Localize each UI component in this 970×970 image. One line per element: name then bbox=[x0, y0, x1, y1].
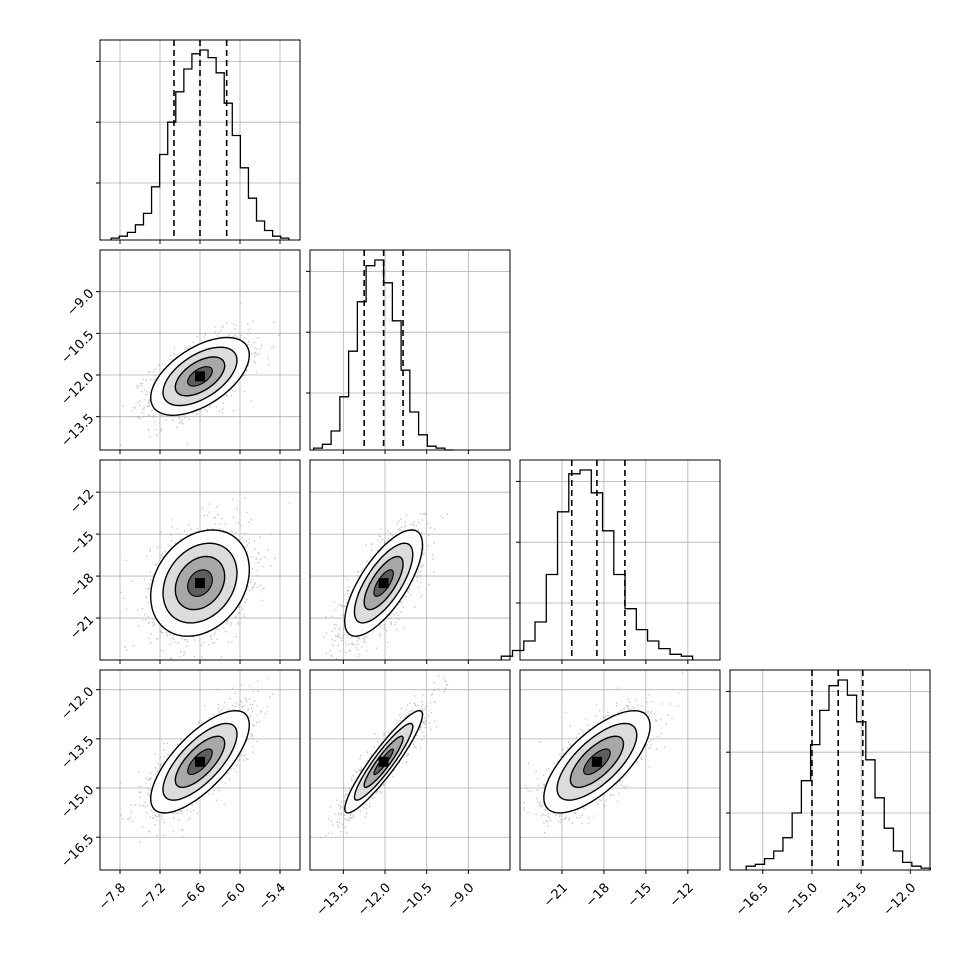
density-peak bbox=[378, 756, 389, 767]
histogram-panel-0 bbox=[96, 39, 301, 241]
x-tick-label: −13.5 bbox=[314, 880, 353, 919]
density-peak bbox=[195, 371, 205, 382]
y-tick-label: −21 bbox=[67, 613, 97, 643]
x-tick-label: −6.6 bbox=[176, 880, 209, 913]
y-tick-label: −16.5 bbox=[59, 832, 98, 871]
density-peak bbox=[195, 756, 205, 767]
panel-frame bbox=[309, 459, 511, 661]
x-tick-label: −15.0 bbox=[782, 880, 821, 919]
x-tick-label: −6.0 bbox=[216, 880, 249, 913]
histogram-panel-2 bbox=[500, 459, 721, 661]
x-tick-label: −9.0 bbox=[444, 880, 477, 913]
x-tick-label: −13.5 bbox=[831, 880, 870, 919]
density-peak bbox=[591, 756, 602, 767]
x-tick-label: −7.2 bbox=[136, 880, 169, 913]
scatter-panel-3-1 bbox=[309, 669, 511, 871]
panel-frame bbox=[519, 669, 721, 871]
panel-frame bbox=[729, 669, 931, 871]
x-tick-label: −18 bbox=[583, 880, 613, 910]
y-tick-label: −13.5 bbox=[59, 411, 98, 450]
x-tick-label: −15 bbox=[625, 880, 655, 910]
y-tick-label: −18 bbox=[67, 571, 97, 601]
density-peak bbox=[195, 578, 205, 589]
x-tick-label: −5.4 bbox=[256, 880, 289, 913]
y-tick-label: −12.0 bbox=[59, 370, 98, 409]
y-tick-label: −15 bbox=[67, 529, 97, 559]
histogram-panel-1 bbox=[306, 249, 511, 451]
scatter-panel-2-0 bbox=[99, 459, 301, 661]
scatter-panel-3-2 bbox=[519, 669, 721, 871]
panel-frame bbox=[309, 669, 511, 871]
y-tick-label: −13.5 bbox=[59, 734, 98, 773]
x-tick-label: −10.5 bbox=[397, 880, 436, 919]
y-tick-label: −9.0 bbox=[64, 286, 97, 319]
x-tick-label: −12.0 bbox=[355, 880, 394, 919]
y-tick-label: −10.5 bbox=[59, 328, 98, 367]
x-tick-label: −7.8 bbox=[96, 880, 129, 913]
y-tick-label: −15.0 bbox=[59, 783, 98, 822]
x-tick-label: −12.0 bbox=[881, 880, 920, 919]
x-tick-label: −12 bbox=[667, 880, 697, 910]
density-peak bbox=[378, 578, 389, 589]
scatter-panel-3-0 bbox=[99, 669, 301, 871]
x-tick-label: −21 bbox=[541, 880, 571, 910]
x-tick-label: −16.5 bbox=[733, 880, 772, 919]
y-tick-label: −12 bbox=[67, 487, 97, 517]
scatter-panel-2-1 bbox=[309, 459, 511, 661]
y-tick-label: −12.0 bbox=[59, 684, 98, 723]
panel-frame bbox=[519, 459, 721, 661]
scatter-panel-1-0 bbox=[99, 249, 301, 451]
panel-frame bbox=[309, 249, 511, 451]
histogram-panel-3 bbox=[726, 669, 931, 871]
